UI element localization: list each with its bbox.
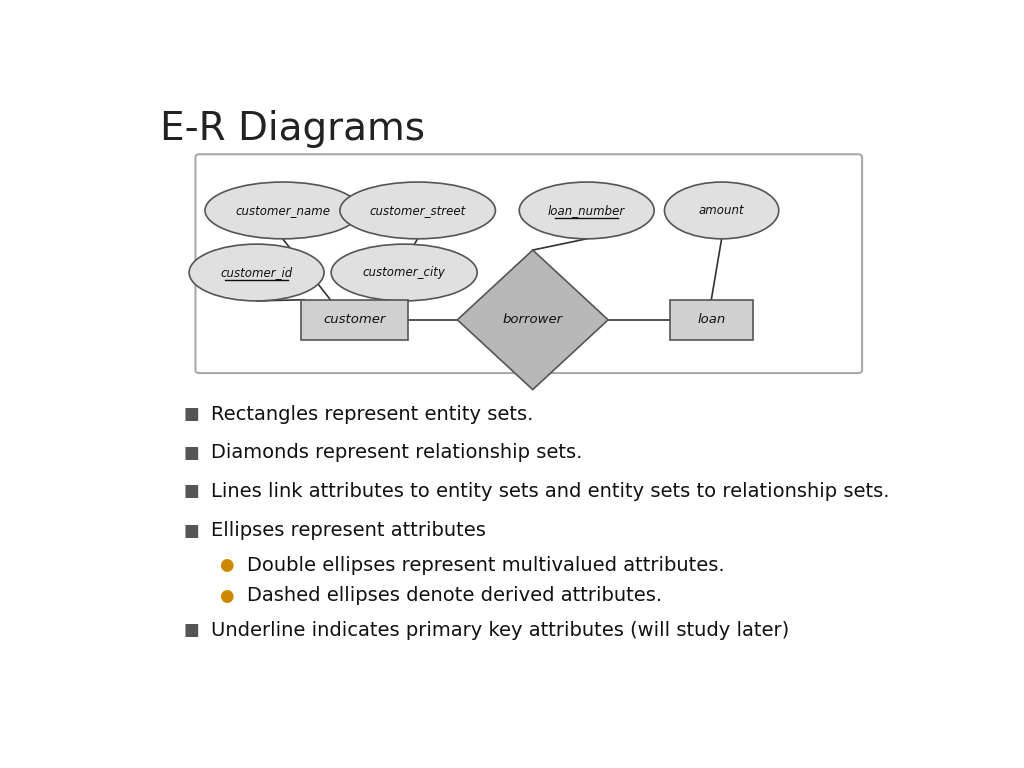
- Text: ■: ■: [183, 406, 200, 423]
- Text: ■: ■: [183, 444, 200, 462]
- Polygon shape: [458, 250, 608, 389]
- Ellipse shape: [189, 244, 324, 301]
- Text: ■: ■: [183, 522, 200, 540]
- Text: customer_name: customer_name: [236, 204, 331, 217]
- Ellipse shape: [665, 182, 778, 239]
- Ellipse shape: [331, 244, 477, 301]
- Bar: [301, 300, 408, 340]
- Text: amount: amount: [698, 204, 744, 217]
- Text: Rectangles represent entity sets.: Rectangles represent entity sets.: [211, 405, 534, 424]
- Text: Diamonds represent relationship sets.: Diamonds represent relationship sets.: [211, 443, 583, 462]
- Text: customer_id: customer_id: [220, 266, 293, 279]
- Text: customer_street: customer_street: [370, 204, 466, 217]
- Text: loan_number: loan_number: [548, 204, 626, 217]
- FancyBboxPatch shape: [196, 154, 862, 373]
- Text: Underline indicates primary key attributes (will study later): Underline indicates primary key attribut…: [211, 621, 790, 640]
- Text: customer: customer: [323, 313, 385, 326]
- Text: Double ellipses represent multivalued attributes.: Double ellipses represent multivalued at…: [247, 556, 725, 574]
- Text: ●: ●: [219, 556, 233, 574]
- Text: Lines link attributes to entity sets and entity sets to relationship sets.: Lines link attributes to entity sets and…: [211, 482, 890, 501]
- Ellipse shape: [340, 182, 496, 239]
- Text: ■: ■: [183, 482, 200, 500]
- Text: borrower: borrower: [503, 313, 563, 326]
- Text: loan: loan: [697, 313, 725, 326]
- Text: Dashed ellipses denote derived attributes.: Dashed ellipses denote derived attribute…: [247, 587, 663, 605]
- Bar: [670, 300, 753, 340]
- Text: Ellipses represent attributes: Ellipses represent attributes: [211, 521, 486, 541]
- Text: ■: ■: [183, 621, 200, 639]
- Ellipse shape: [519, 182, 654, 239]
- Text: customer_city: customer_city: [362, 266, 445, 279]
- Text: E-R Diagrams: E-R Diagrams: [160, 110, 425, 148]
- Ellipse shape: [205, 182, 360, 239]
- Text: ●: ●: [219, 587, 233, 605]
